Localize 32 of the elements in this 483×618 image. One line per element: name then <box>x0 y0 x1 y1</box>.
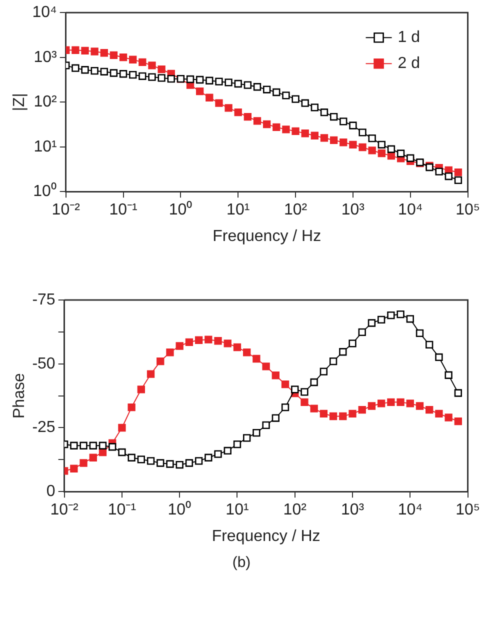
y-tick-label: 10⁰ <box>33 182 57 200</box>
x-tick-label: 10⁻² <box>50 502 80 519</box>
x-axis-title: Frequency / Hz <box>212 528 320 545</box>
x-tick-label: 10² <box>283 502 308 519</box>
y-tick-label: -75 <box>32 291 56 308</box>
x-axis-title: Frequency / Hz <box>212 228 322 245</box>
y-axis-title: Phase <box>11 373 28 418</box>
y-tick-label: 10³ <box>34 48 58 66</box>
x-tick-label: 10⁻¹ <box>109 202 138 219</box>
legend-label: 1 d <box>398 29 420 46</box>
x-tick-label: 10⁵ <box>456 502 480 519</box>
y-tick-label: 10¹ <box>34 138 57 156</box>
text: (b) <box>231 554 252 571</box>
y-tick-label: -25 <box>32 419 56 436</box>
y-tick-label: 10² <box>34 94 58 111</box>
y-tick-label: -50 <box>32 355 56 372</box>
x-tick-label: 10² <box>284 202 308 219</box>
y-tick-label: 0 <box>46 483 56 500</box>
x-tick-label: 10³ <box>340 502 365 519</box>
x-tick-label: 10⁻² <box>52 202 81 219</box>
x-tick-label: 10¹ <box>226 202 250 219</box>
x-tick-label: 10⁵ <box>456 202 480 219</box>
x-tick-label: 10¹ <box>226 502 249 519</box>
x-tick-label: 10³ <box>341 202 366 219</box>
x-tick-label: 10⁰ <box>168 200 193 219</box>
y-axis-title: |Z| <box>11 93 28 112</box>
x-tick-label: 10⁴ <box>398 202 423 219</box>
x-tick-label: 10⁰ <box>168 500 192 519</box>
x-tick-label: 10⁻¹ <box>108 502 136 519</box>
x-tick-label: 10⁴ <box>398 502 423 519</box>
y-tick-label: 10⁴ <box>32 4 57 22</box>
legend-label: 2 d <box>398 55 420 72</box>
